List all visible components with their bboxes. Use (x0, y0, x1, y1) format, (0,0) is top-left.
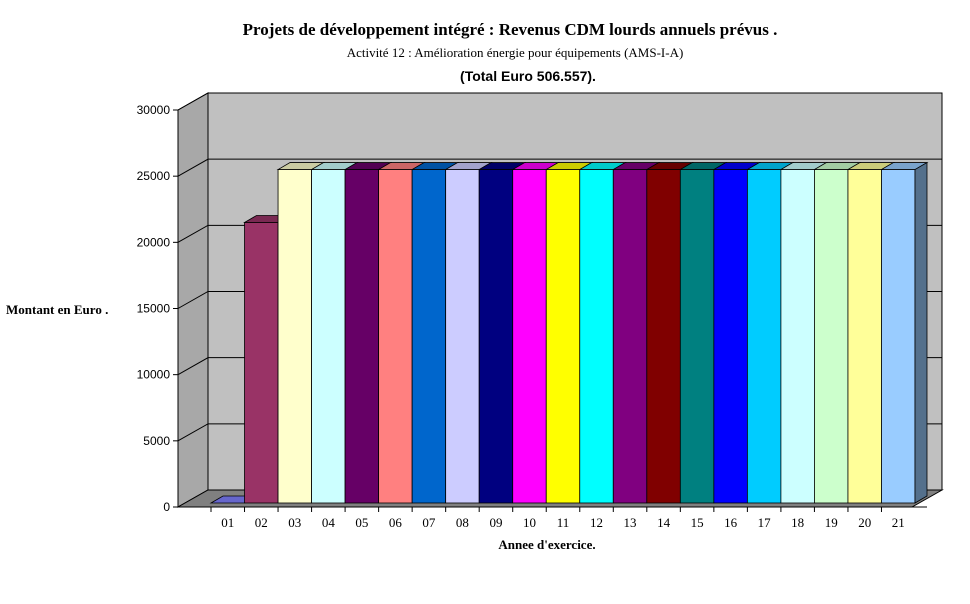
bar-front (881, 169, 916, 504)
bar-02 (243, 215, 292, 504)
x-tick-label: 20 (858, 515, 871, 530)
bar-10 (511, 162, 560, 504)
bar-front (411, 169, 447, 504)
chart-subtitle: Activité 12 : Amélioration énergie pour … (346, 45, 684, 60)
x-tick-label: 14 (657, 515, 671, 530)
y-tick-label: 25000 (137, 169, 171, 183)
x-tick-label: 09 (489, 515, 502, 530)
bar-07 (410, 162, 460, 504)
gridline (177, 92, 942, 111)
bars (209, 161, 929, 504)
bar-front (478, 169, 514, 504)
bar-16 (712, 162, 761, 504)
bar-front (344, 169, 380, 504)
axes (173, 109, 927, 512)
x-tick-label: 03 (288, 515, 301, 530)
bar-11 (544, 162, 594, 504)
bar-front (311, 169, 346, 504)
bar-front (378, 169, 413, 504)
bar-front (679, 169, 715, 504)
bar-front (612, 169, 648, 504)
x-tick-label: 01 (221, 515, 234, 530)
chart-title: Projets de développement intégré : Reven… (242, 20, 778, 39)
x-tick-label: 16 (724, 515, 738, 530)
x-tick-label: 11 (557, 515, 570, 530)
bar-front (847, 169, 882, 504)
x-tick-label: 07 (422, 515, 436, 530)
bar-front (746, 169, 782, 504)
bar-front (244, 222, 279, 504)
bar-front (512, 169, 547, 504)
bar-front (780, 169, 815, 504)
bar-front (814, 169, 849, 504)
y-axis-label: Montant en Euro . (6, 302, 109, 317)
bar-13 (611, 162, 661, 504)
chart-total-note: (Total Euro 506.557). (460, 68, 596, 84)
gridline (177, 158, 942, 177)
tick-labels: 0 5000 10000 15000 20000 25000 30000 01 02 03 04 05… (137, 103, 905, 530)
y-tick-label: 5000 (143, 434, 170, 448)
bar-03 (276, 162, 326, 504)
y-tick-label: 0 (163, 500, 170, 514)
y-tick-label: 30000 (137, 103, 171, 117)
bar-12 (578, 162, 627, 504)
y-tick-label: 15000 (137, 302, 171, 316)
x-tick-label: 21 (892, 515, 905, 530)
bar-20 (846, 162, 895, 504)
x-tick-label: 05 (355, 515, 368, 530)
bar-17 (745, 162, 795, 504)
x-tick-label: 13 (624, 515, 637, 530)
x-axis-label: Annee d'exercice. (498, 537, 596, 552)
bar-18 (779, 162, 828, 504)
x-tick-label: 19 (825, 515, 838, 530)
x-tick-label: 04 (322, 515, 336, 530)
x-tick-label: 15 (691, 515, 704, 530)
y-tick-label: 10000 (137, 368, 171, 382)
bar-15 (678, 162, 728, 504)
x-tick-label: 08 (456, 515, 469, 530)
bar-front (277, 169, 312, 504)
bar-09 (477, 162, 527, 504)
x-tick-label: 06 (389, 515, 403, 530)
bar-front (646, 169, 681, 504)
bar-front (713, 169, 748, 504)
bar-04 (310, 162, 359, 504)
x-tick-label: 17 (758, 515, 772, 530)
bar-06 (377, 162, 426, 504)
bar-14 (645, 162, 694, 504)
bar-21 (879, 162, 929, 504)
x-tick-label: 12 (590, 515, 603, 530)
bar-front (579, 169, 614, 504)
bar-side (914, 161, 928, 504)
y-tick-label: 20000 (137, 235, 171, 249)
x-tick-label: 02 (255, 515, 268, 530)
bar-front (545, 169, 581, 504)
x-tick-label: 10 (523, 515, 536, 530)
x-tick-label: 18 (791, 515, 804, 530)
bar-front (445, 169, 480, 504)
